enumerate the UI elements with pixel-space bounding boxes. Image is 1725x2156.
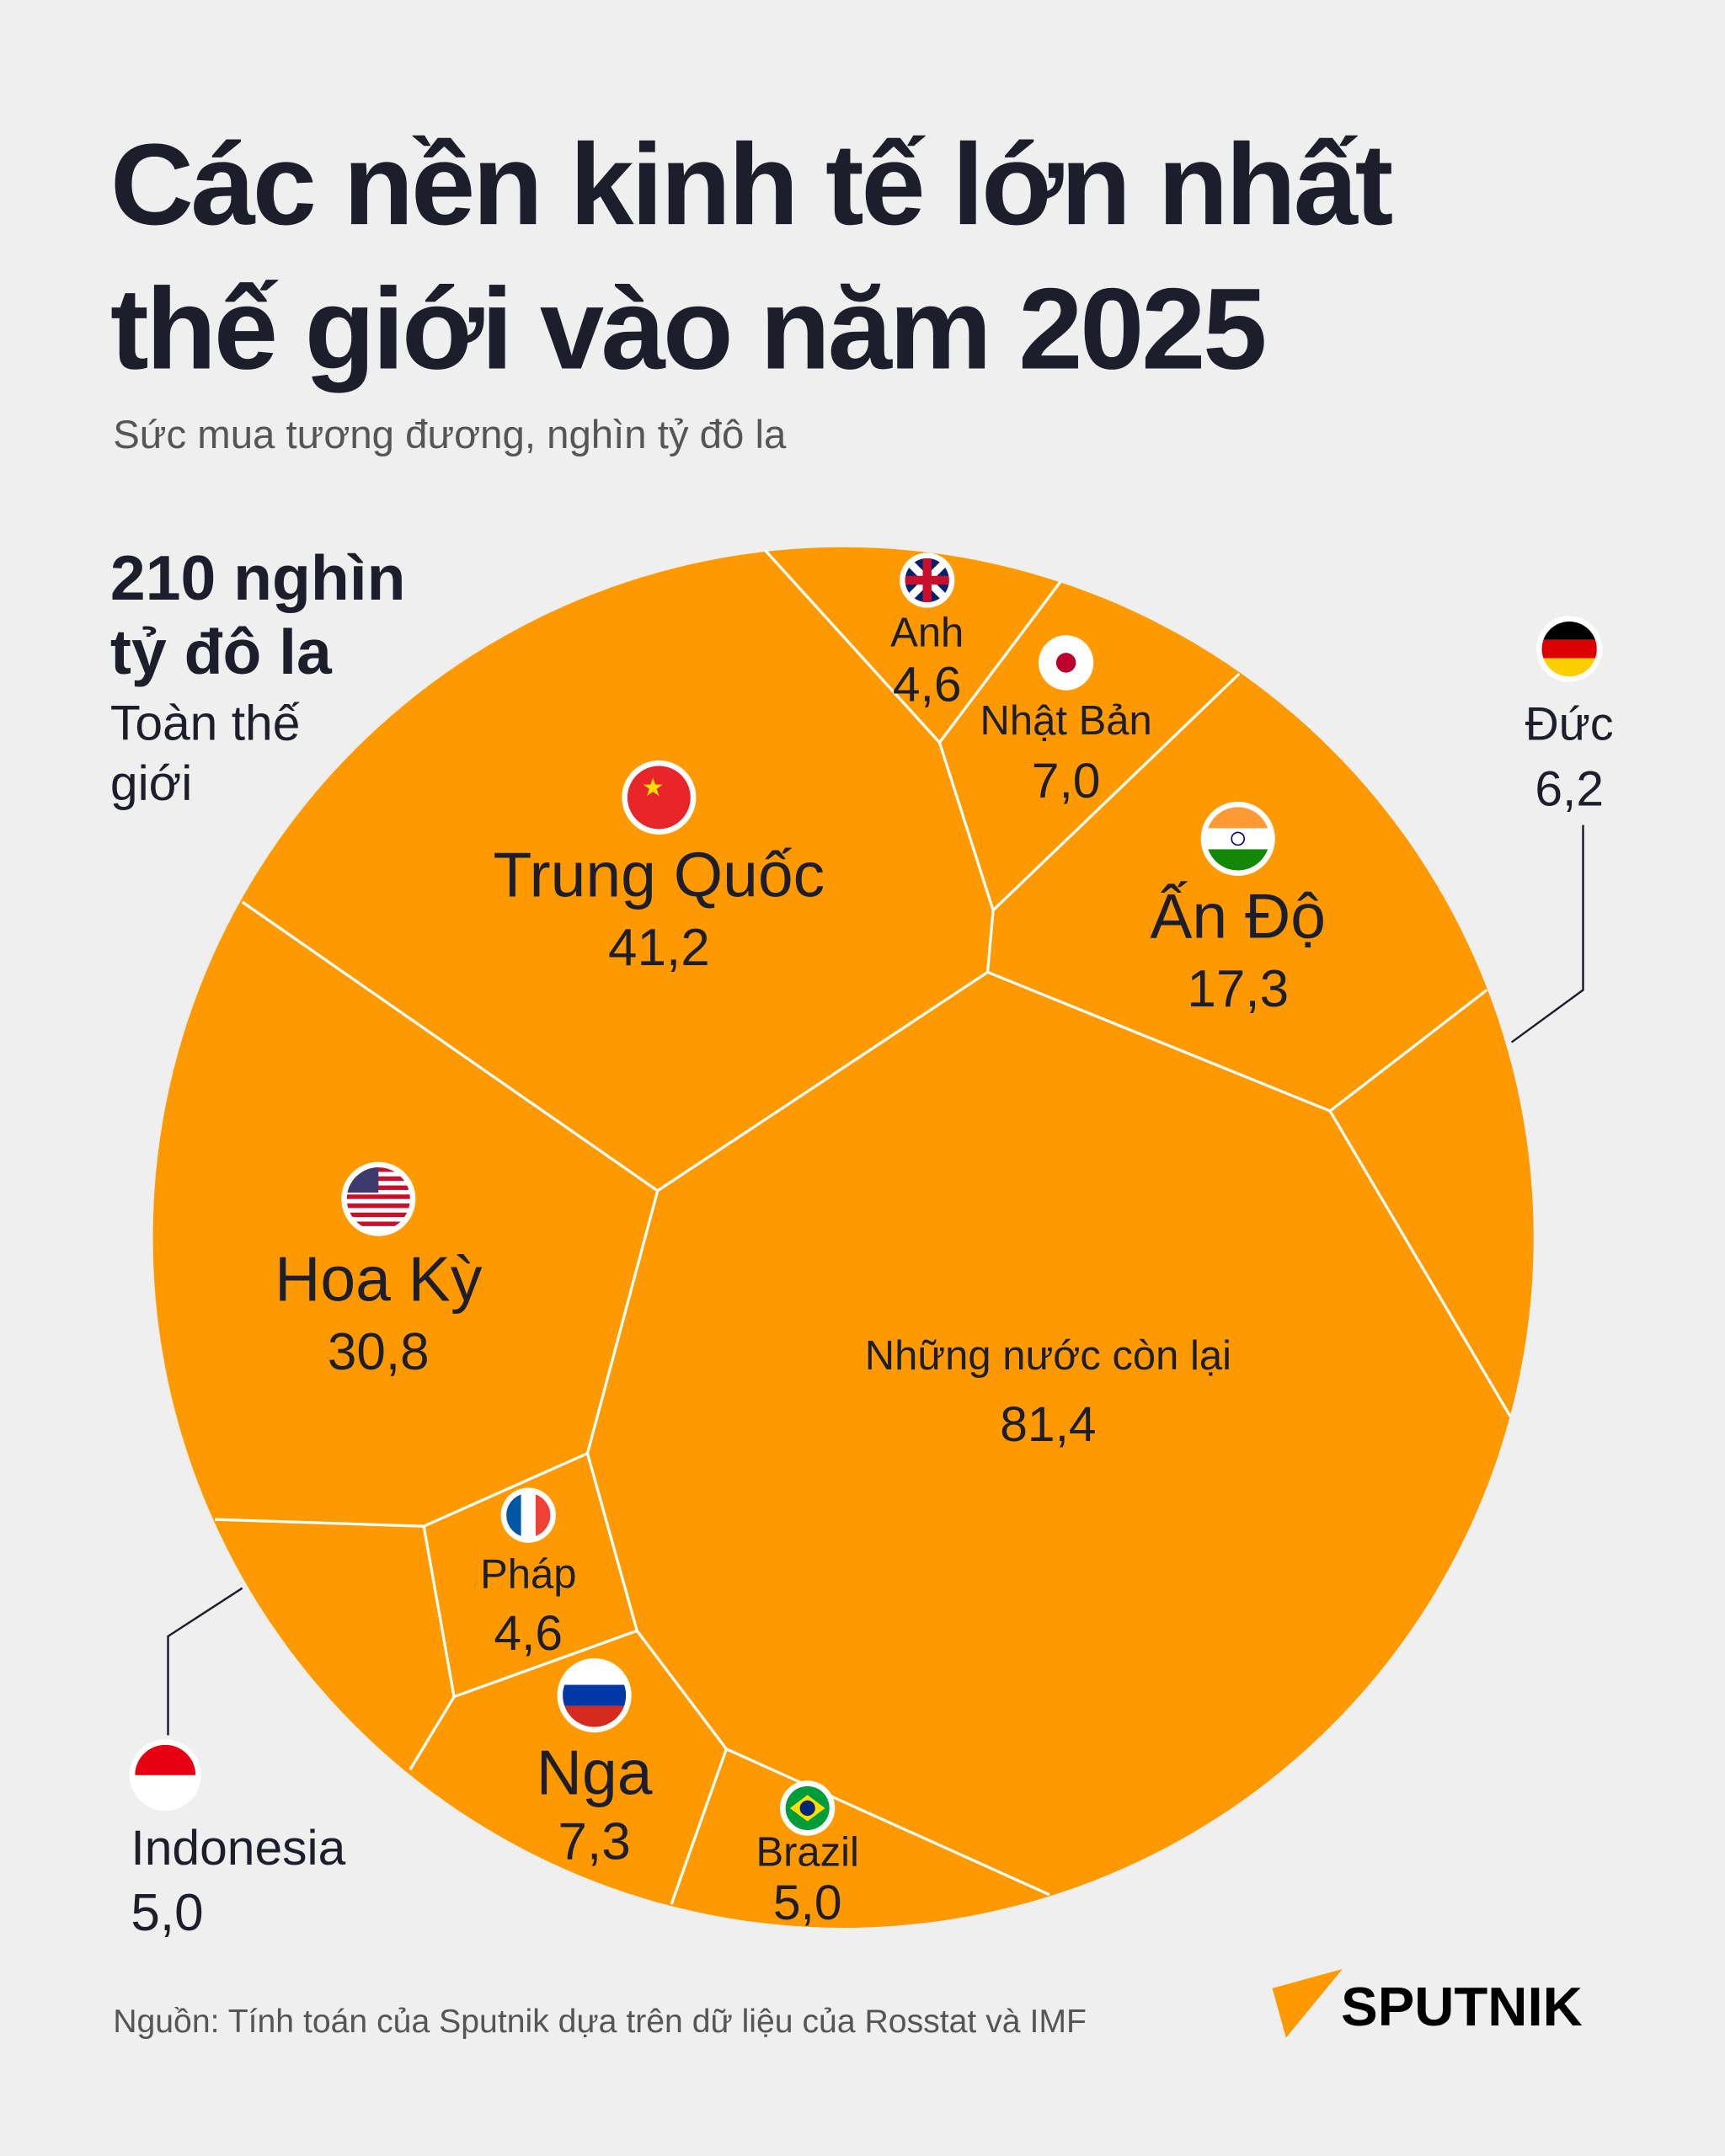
cell-border [725, 1748, 1050, 1897]
country-name: Nhật Bản [980, 698, 1152, 744]
country-name: Brazil [756, 1830, 858, 1876]
country-name: Những nước còn lại [865, 1333, 1231, 1379]
sputnik-logo: SPUTNIK [1272, 1968, 1583, 2038]
leader-line-germany [1510, 825, 1584, 1043]
sputnik-logo-text: SPUTNIK [1341, 1976, 1583, 2037]
cell-border [1328, 1110, 1512, 1417]
flag-uk-icon [900, 552, 955, 608]
flag-france-icon [500, 1487, 556, 1543]
flag-brazil-icon [780, 1780, 836, 1836]
cell-border [409, 1695, 456, 1771]
country-value: 4,6 [893, 658, 962, 712]
voronoi-disc [152, 547, 1534, 1928]
country-value: 81,4 [1000, 1397, 1096, 1452]
cell-borders [214, 548, 1512, 1905]
total-value-line-1: 210 nghìn [110, 542, 405, 613]
cell-border [241, 900, 1488, 1193]
source-note: Nguồn: Tính toán của Sputnik dựa trên dữ… [113, 2004, 1087, 2040]
total-value-line-2: tỷ đô la [110, 616, 333, 687]
sputnik-logo-icon [1272, 1968, 1343, 2038]
country-name: Indonesia [131, 1821, 345, 1876]
cell-border [422, 1453, 639, 1699]
title-line-2: thế giới vào năm 2025 [110, 265, 1264, 394]
flag-japan-icon [1038, 635, 1094, 691]
country-name: Đức [1525, 697, 1614, 750]
flag-germany-icon [1536, 616, 1603, 682]
country-value: 4,6 [494, 1606, 563, 1661]
total-label-line-1: Toàn thế [110, 696, 300, 750]
country-value: 5,0 [773, 1876, 842, 1930]
flag-indonesia-icon [129, 1739, 201, 1812]
title-line-1: Các nền kinh tế lớn nhất [110, 120, 1392, 249]
cell-border [991, 672, 1241, 911]
country-name: Pháp [480, 1552, 576, 1598]
country-value: 5,0 [131, 1884, 203, 1942]
svg-text:★: ★ [642, 774, 665, 802]
country-value: 41,2 [608, 919, 710, 977]
country-name: Hoa Kỳ [275, 1243, 483, 1314]
country-value: 17,3 [1187, 960, 1289, 1018]
flag-usa-icon [341, 1161, 416, 1236]
country-name: Anh [890, 610, 964, 655]
flag-russia-icon [557, 1657, 632, 1733]
country-value: 7,0 [1032, 754, 1101, 808]
labels: Những nước còn lại 81,4 Trung Quốc 41,2 Hoa … [131, 610, 1613, 1942]
flag-india-icon [1200, 801, 1275, 876]
country-value: 6,2 [1535, 762, 1604, 817]
country-value: 7,3 [558, 1812, 631, 1870]
country-name: Ấn Độ [1150, 880, 1326, 951]
country-name: Nga [537, 1737, 653, 1808]
subtitle: Sức mua tương đương, nghìn tỷ đô la [113, 413, 787, 457]
leader-lines [167, 825, 1584, 1736]
country-name: Trung Quốc [494, 839, 825, 910]
country-value: 30,8 [328, 1323, 430, 1381]
flags: ★ [129, 552, 1603, 1836]
total-label-line-2: giới [110, 756, 192, 811]
cell-border [214, 1190, 660, 1528]
flag-china-icon: ★ [622, 760, 697, 835]
leader-line-indonesia [167, 1587, 243, 1736]
